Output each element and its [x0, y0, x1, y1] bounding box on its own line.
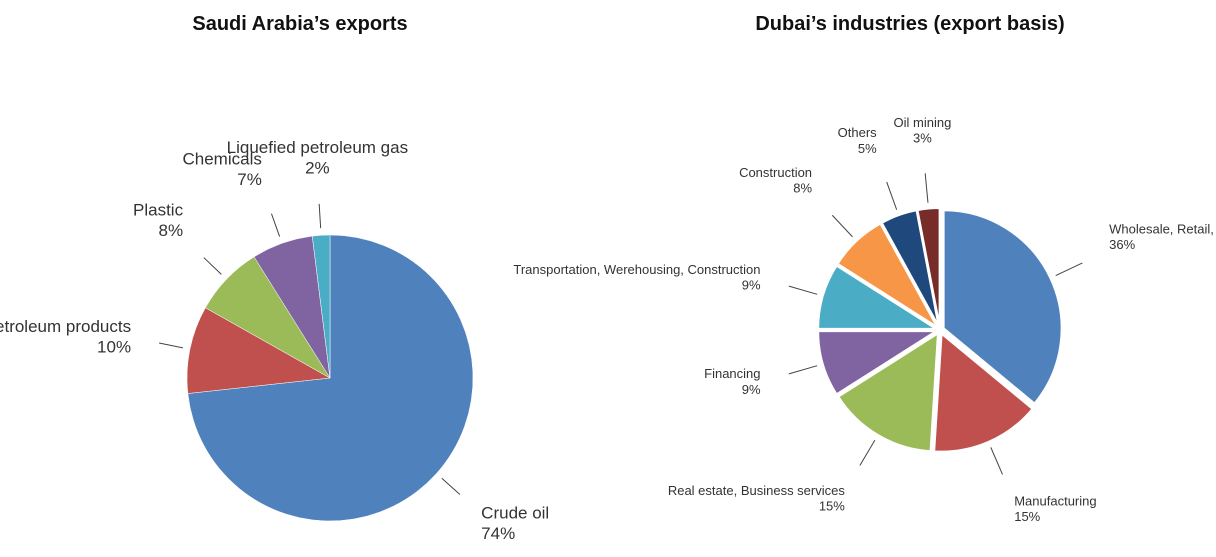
leader-line	[270, 213, 281, 237]
slice-label: Wholesale, Retail, Repair	[1109, 222, 1216, 237]
leader-line	[859, 439, 876, 466]
leader-line	[158, 342, 184, 349]
slice-value-label: 8%	[793, 180, 812, 195]
slice-value-label: 15%	[1014, 509, 1040, 524]
slice-value-label: 15%	[819, 498, 845, 513]
pie-slice	[186, 307, 331, 394]
pie-slice	[880, 209, 940, 327]
leader-line	[318, 203, 322, 229]
slice-value-label: 36%	[1109, 237, 1135, 252]
slice-label: Construction	[739, 165, 812, 180]
leader-line	[831, 214, 853, 238]
pie-slice	[817, 330, 940, 396]
leader-line	[203, 257, 222, 275]
slice-value-label: 8%	[159, 221, 184, 240]
slice-value-label: 9%	[742, 382, 761, 397]
pie-slice	[311, 234, 331, 379]
slice-label: Oil mining	[894, 115, 952, 130]
chart-title: Dubai’s industries (export basis)	[755, 13, 1064, 35]
leader-line	[924, 173, 929, 203]
pie-slice	[836, 331, 940, 453]
slice-value-label: 3%	[913, 131, 932, 146]
slice-value-label: 2%	[305, 159, 330, 178]
slice-value-label: 7%	[237, 170, 262, 189]
leader-line	[1055, 262, 1083, 276]
slice-label: Liquefied petroleum gas	[227, 138, 408, 157]
pie-slice	[942, 209, 1063, 405]
slice-label: Plastic	[133, 201, 184, 220]
slice-label: Transportation, Werehousing, Constructio…	[513, 262, 760, 277]
chart-title: Saudi Arabia’s exports	[192, 13, 407, 35]
slice-value-label: 74%	[481, 524, 515, 543]
slice-label: Others	[838, 125, 878, 140]
leader-line	[886, 181, 898, 210]
leader-line	[990, 447, 1003, 475]
pie-slice	[916, 207, 941, 327]
slice-label: Chemicals	[183, 150, 262, 169]
pie-slice	[836, 222, 939, 328]
leader-line	[788, 285, 818, 295]
slice-label: Crude oil	[481, 504, 549, 523]
pie-slice	[933, 331, 1034, 453]
leader-line	[788, 365, 818, 375]
slice-label: Manufacturing	[1014, 493, 1096, 508]
slice-value-label: 9%	[742, 278, 761, 293]
slice-value-label: 10%	[97, 338, 131, 357]
slice-label: Financing	[704, 366, 760, 381]
slice-value-label: 5%	[858, 141, 877, 156]
slice-label: Petroleum products	[0, 317, 131, 336]
slice-label: Real estate, Business services	[668, 483, 846, 498]
pie-slice	[817, 264, 940, 330]
leader-line	[441, 477, 461, 495]
